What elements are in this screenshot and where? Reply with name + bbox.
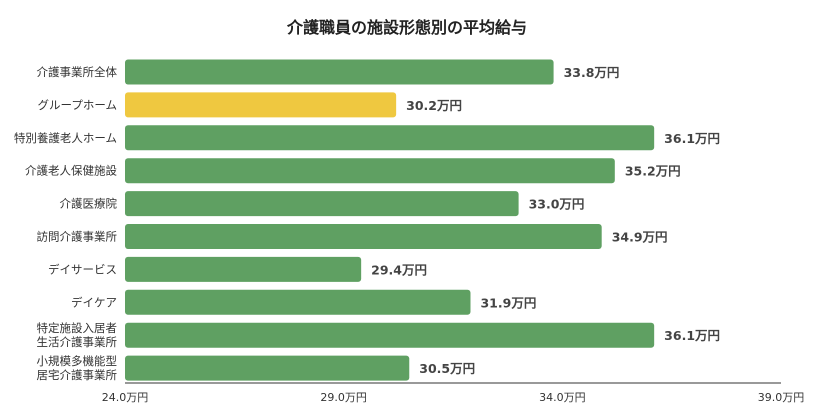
category-label-1: 介護事業所全体 bbox=[37, 65, 118, 79]
x-axis-ticks: 24.0万円 29.0万円 34.0万円 39.0万円 bbox=[102, 391, 805, 404]
value-label-6: 34.9万円 bbox=[612, 230, 668, 245]
category-label-5: 介護医療院 bbox=[60, 197, 118, 211]
category-label-line: 生活介護事業所 bbox=[37, 335, 118, 349]
value-label-5: 33.0万円 bbox=[529, 197, 585, 212]
category-label-line: デイケア bbox=[71, 295, 117, 309]
bar-5 bbox=[125, 191, 519, 217]
bar-1 bbox=[125, 59, 554, 85]
category-label-line: 介護医療院 bbox=[60, 197, 118, 211]
category-label-2: グループホーム bbox=[38, 98, 117, 112]
category-label-line: 特定施設入居者 bbox=[37, 321, 118, 335]
bar-10 bbox=[125, 355, 410, 381]
x-tick-label-1: 24.0万円 bbox=[102, 391, 149, 404]
category-label-line: デイサービス bbox=[48, 262, 117, 276]
value-label-3: 36.1万円 bbox=[664, 131, 720, 146]
category-label-7: デイサービス bbox=[48, 262, 117, 276]
value-label-1: 33.8万円 bbox=[564, 65, 620, 80]
category-label-line: 小規模多機能型 bbox=[37, 354, 118, 368]
bar-4 bbox=[125, 158, 615, 184]
x-tick-label-4: 39.0万円 bbox=[758, 391, 805, 404]
x-tick-label-3: 34.0万円 bbox=[539, 391, 586, 404]
bar-9 bbox=[125, 322, 655, 348]
category-label-10: 小規模多機能型居宅介護事業所 bbox=[37, 354, 118, 382]
chart-title: 介護職員の施設形態別の平均給与 bbox=[286, 18, 527, 37]
category-label-6: 訪問介護事業所 bbox=[37, 230, 118, 244]
category-label-line: 介護老人保健施設 bbox=[25, 164, 117, 178]
category-label-line: 特別養護老人ホーム bbox=[14, 131, 117, 145]
value-label-9: 36.1万円 bbox=[664, 328, 720, 343]
bar-2 bbox=[125, 92, 397, 118]
x-tick-label-2: 29.0万円 bbox=[320, 391, 367, 404]
category-label-9: 特定施設入居者生活介護事業所 bbox=[37, 321, 118, 349]
category-label-line: 居宅介護事業所 bbox=[37, 368, 118, 382]
value-label-7: 29.4万円 bbox=[371, 262, 427, 277]
category-label-line: 介護事業所全体 bbox=[37, 65, 118, 79]
bar-6 bbox=[125, 224, 602, 249]
value-label-8: 31.9万円 bbox=[480, 295, 536, 310]
bar-3 bbox=[125, 125, 655, 151]
value-label-4: 35.2万円 bbox=[625, 164, 681, 179]
category-label-3: 特別養護老人ホーム bbox=[14, 131, 117, 145]
category-label-line: 訪問介護事業所 bbox=[37, 230, 118, 244]
category-label-4: 介護老人保健施設 bbox=[25, 164, 117, 178]
category-label-8: デイケア bbox=[71, 295, 117, 309]
value-label-10: 30.5万円 bbox=[419, 361, 475, 376]
bar-8 bbox=[125, 289, 471, 315]
value-label-2: 30.2万円 bbox=[406, 98, 462, 113]
category-label-line: グループホーム bbox=[38, 98, 117, 112]
bar-7 bbox=[125, 256, 362, 282]
